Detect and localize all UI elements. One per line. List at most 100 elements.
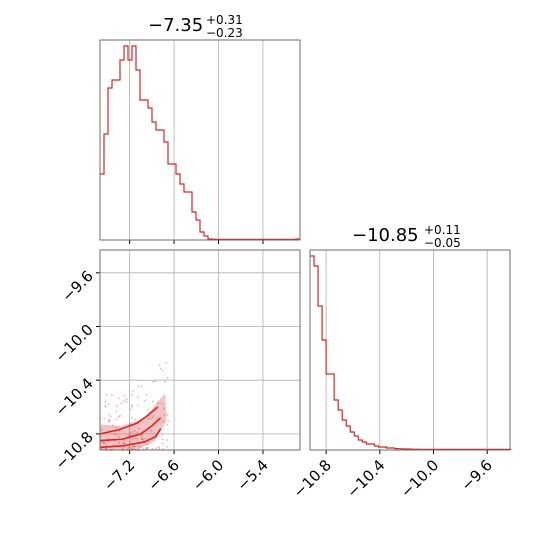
- sample-point: [134, 436, 137, 439]
- sample-point: [161, 402, 163, 405]
- sample-point: [167, 419, 170, 422]
- sample-point: [141, 437, 144, 440]
- x-tick-label: −10.0: [397, 456, 442, 501]
- panel-frame: [99, 249, 301, 451]
- sample-point: [105, 447, 107, 450]
- sample-point: [162, 442, 164, 445]
- x-tick-label: −10.4: [343, 456, 388, 501]
- title-param2-main: −10.85: [352, 225, 419, 246]
- panel-frame: [309, 249, 511, 451]
- sample-point: [123, 446, 126, 448]
- sample-point: [138, 427, 141, 430]
- sample-point: [161, 438, 164, 441]
- sample-point: [103, 441, 106, 444]
- sample-point: [132, 438, 135, 441]
- x-tick-label: −9.6: [458, 456, 496, 494]
- sample-point: [157, 402, 160, 405]
- sample-point: [108, 419, 111, 422]
- sample-point: [161, 369, 164, 371]
- sample-point: [132, 445, 135, 448]
- sample-point: [136, 437, 139, 440]
- sample-point: [158, 364, 161, 366]
- sample-point: [131, 404, 134, 407]
- sample-point: [108, 420, 111, 423]
- sample-point: [122, 400, 125, 403]
- sample-point: [105, 393, 108, 396]
- title-param1-main: −7.35: [148, 15, 203, 36]
- sample-point: [140, 435, 143, 438]
- sample-point: [116, 433, 118, 436]
- sample-point: [118, 415, 120, 418]
- sample-point: [146, 447, 149, 450]
- sample-point: [129, 408, 132, 411]
- density-fill: [100, 393, 167, 450]
- sample-point: [146, 446, 149, 449]
- sample-point: [163, 414, 166, 416]
- sample-point: [147, 408, 150, 411]
- sample-point: [158, 447, 161, 450]
- sample-point: [133, 429, 136, 432]
- title-param1-minus: −0.23: [206, 26, 243, 40]
- sample-point: [166, 414, 169, 416]
- sample-point: [118, 442, 121, 444]
- sample-point: [108, 419, 110, 421]
- sample-point: [140, 437, 143, 440]
- sample-point: [123, 395, 126, 398]
- sample-point: [105, 443, 108, 446]
- sample-point: [151, 400, 154, 403]
- sample-point: [145, 430, 148, 433]
- x-tick-label: −6.6: [144, 456, 182, 494]
- sample-point: [109, 415, 112, 418]
- sample-point: [128, 432, 131, 434]
- sample-point: [107, 440, 110, 443]
- sample-point: [131, 390, 134, 393]
- sample-point: [125, 401, 128, 403]
- sample-point: [145, 437, 147, 440]
- sample-point: [115, 410, 118, 413]
- sample-point: [105, 447, 108, 450]
- sample-point: [162, 407, 165, 410]
- sample-point: [130, 445, 133, 448]
- sample-point: [127, 446, 130, 449]
- sample-point: [134, 418, 136, 421]
- sample-point: [166, 439, 169, 441]
- histogram-param1-panel: [99, 39, 301, 244]
- title-param1: −7.35 +0.31 −0.23: [148, 13, 243, 40]
- x-tick-label: −7.2: [100, 456, 138, 494]
- sample-point: [145, 447, 148, 450]
- sample-point: [147, 417, 149, 420]
- sample-point: [137, 395, 139, 398]
- sample-point: [166, 445, 169, 448]
- sample-point: [133, 445, 136, 448]
- title-param2: −10.85 +0.11 −0.05: [352, 223, 461, 250]
- sample-point: [130, 417, 133, 419]
- sample-point: [123, 442, 126, 444]
- y-tick-label: −10.8: [52, 428, 97, 473]
- histogram-step-line: [310, 255, 512, 450]
- sample-point: [104, 405, 107, 408]
- joint-density-panel: −7.2 −6.6 −6.0 −5.4 −9.6 −10.0 −10.4 −10.8: [52, 249, 301, 495]
- sample-point: [152, 380, 154, 383]
- sample-point: [126, 398, 128, 401]
- sample-point: [107, 403, 110, 406]
- sample-point: [156, 417, 159, 420]
- sample-point: [131, 447, 134, 450]
- sample-point: [115, 405, 118, 407]
- x-tick-label: −10.8: [290, 456, 335, 501]
- histogram-step-line: [100, 45, 300, 240]
- sample-point: [149, 417, 152, 420]
- sample-point: [117, 397, 120, 400]
- y-tick-label: −10.4: [52, 374, 97, 419]
- panel-frame: [99, 39, 301, 241]
- sample-point: [131, 393, 134, 396]
- sample-point: [152, 414, 155, 417]
- sample-point: [101, 428, 103, 431]
- sample-point: [115, 418, 118, 421]
- sample-point: [104, 400, 107, 403]
- y-tick-label: −9.6: [58, 267, 96, 305]
- sample-point: [121, 447, 124, 450]
- sample-point: [145, 393, 148, 396]
- sample-point: [142, 438, 144, 441]
- sample-point: [102, 442, 105, 444]
